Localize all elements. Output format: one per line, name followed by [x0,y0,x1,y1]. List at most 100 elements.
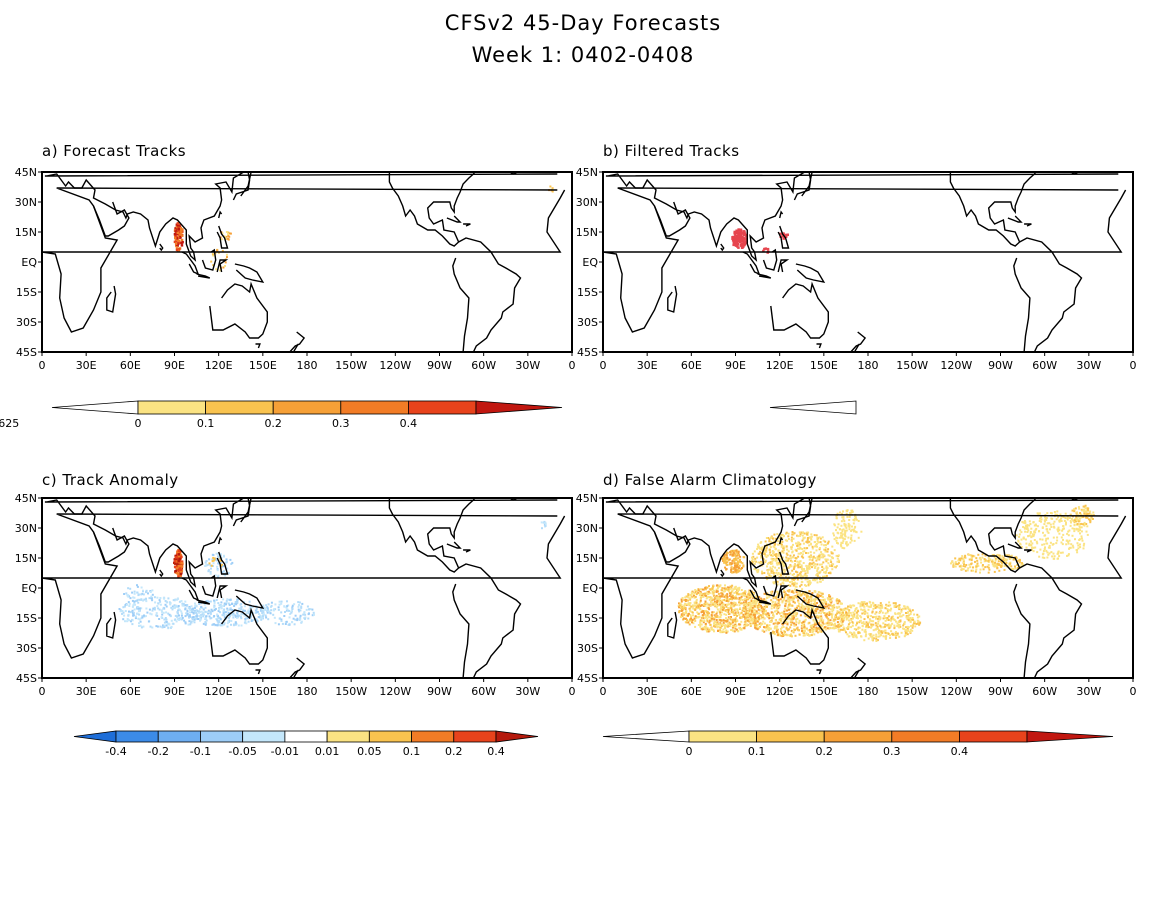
field-pixel [816,545,818,548]
field-pixel [730,603,733,605]
field-pixel [127,587,130,590]
field-pixel [730,622,733,625]
field-pixel [1038,530,1041,533]
field-pixel [797,622,800,625]
field-pixel [722,556,725,558]
lat-tick-label: 30S [577,316,598,329]
field-pixel [784,592,787,595]
field-pixel [1048,552,1051,555]
field-pixel [803,593,806,596]
field-pixel [722,559,724,562]
field-pixel [211,253,214,256]
field-pixel [962,561,965,564]
field-pixel [161,610,163,613]
field-pixel [989,558,992,561]
field-pixel [794,596,797,599]
field-pixel [991,563,994,566]
field-pixel [899,619,902,622]
field-pixel [1065,539,1068,542]
field-pixel [238,607,241,610]
field-pixel [716,590,719,593]
field-pixel [222,266,225,269]
field-pixel [259,614,262,617]
field-pixel [1023,520,1026,522]
field-pixel [825,613,828,616]
field-pixel [243,609,245,612]
field-pixel [177,564,180,568]
field-pixel [900,615,903,618]
field-pixel [756,620,759,623]
field-pixel [761,572,764,575]
field-pixel [181,616,184,619]
field-pixel [872,637,875,640]
field-pixel [216,614,219,617]
field-pixel [800,555,803,558]
field-pixel [875,627,878,630]
field-pixel [974,570,977,573]
field-pixel [697,591,700,594]
coastline [1013,237,1083,352]
field-pixel [755,602,758,604]
field-pixel [743,233,746,237]
field-pixel [778,543,781,546]
field-pixel [224,611,227,614]
field-pixel [174,227,177,230]
field-pixel [815,612,818,615]
field-pixel [837,554,840,557]
field-pixel [695,616,698,619]
field-pixel [280,611,283,614]
field-pixel [911,617,914,619]
field-pixel [849,611,852,614]
field-pixel [831,568,834,571]
field-pixel [815,595,818,598]
field-pixel [804,592,807,595]
field-pixel [1063,519,1066,522]
field-pixel [291,606,294,609]
field-pixel [731,609,733,611]
field-pixel [690,592,693,595]
field-pixel [1049,512,1052,514]
field-pixel [770,570,773,573]
field-pixel [910,625,912,627]
field-pixel [1019,543,1022,546]
field-pixel [294,614,297,617]
field-pixel [886,611,889,614]
field-pixel [731,598,734,601]
field-pixel [895,620,897,623]
field-pixel [1015,556,1018,559]
field-pixel [793,624,796,627]
field-pixel [749,607,752,610]
field-pixel [728,558,731,561]
field-pixel [798,633,801,636]
field-pixel [801,605,804,607]
field-pixel [863,618,866,621]
field-pixel [770,575,772,578]
field-pixel [817,591,820,594]
field-pixel [746,612,749,615]
field-pixel [841,618,843,620]
field-pixel [763,247,766,251]
field-pixel [178,233,181,236]
field-pixel [787,594,790,597]
field-pixel [717,592,720,595]
field-pixel [1049,523,1052,526]
field-pixel [776,533,779,536]
field-pixel [875,615,878,618]
field-pixel [826,566,829,569]
field-pixel [167,612,170,615]
field-pixel [694,625,697,628]
field-pixel [781,611,784,614]
field-pixel [1066,532,1069,535]
field-pixel [803,574,806,577]
field-pixel [762,599,765,602]
field-pixel [877,631,880,633]
field-pixel [1028,520,1031,523]
field-pixel [766,554,769,557]
field-pixel [230,613,233,616]
field-pixel [830,623,833,626]
field-pixel [870,620,873,623]
field-pixel [173,606,176,609]
field-pixel [845,627,848,630]
field-pixel [760,556,763,559]
field-pixel [790,634,793,637]
